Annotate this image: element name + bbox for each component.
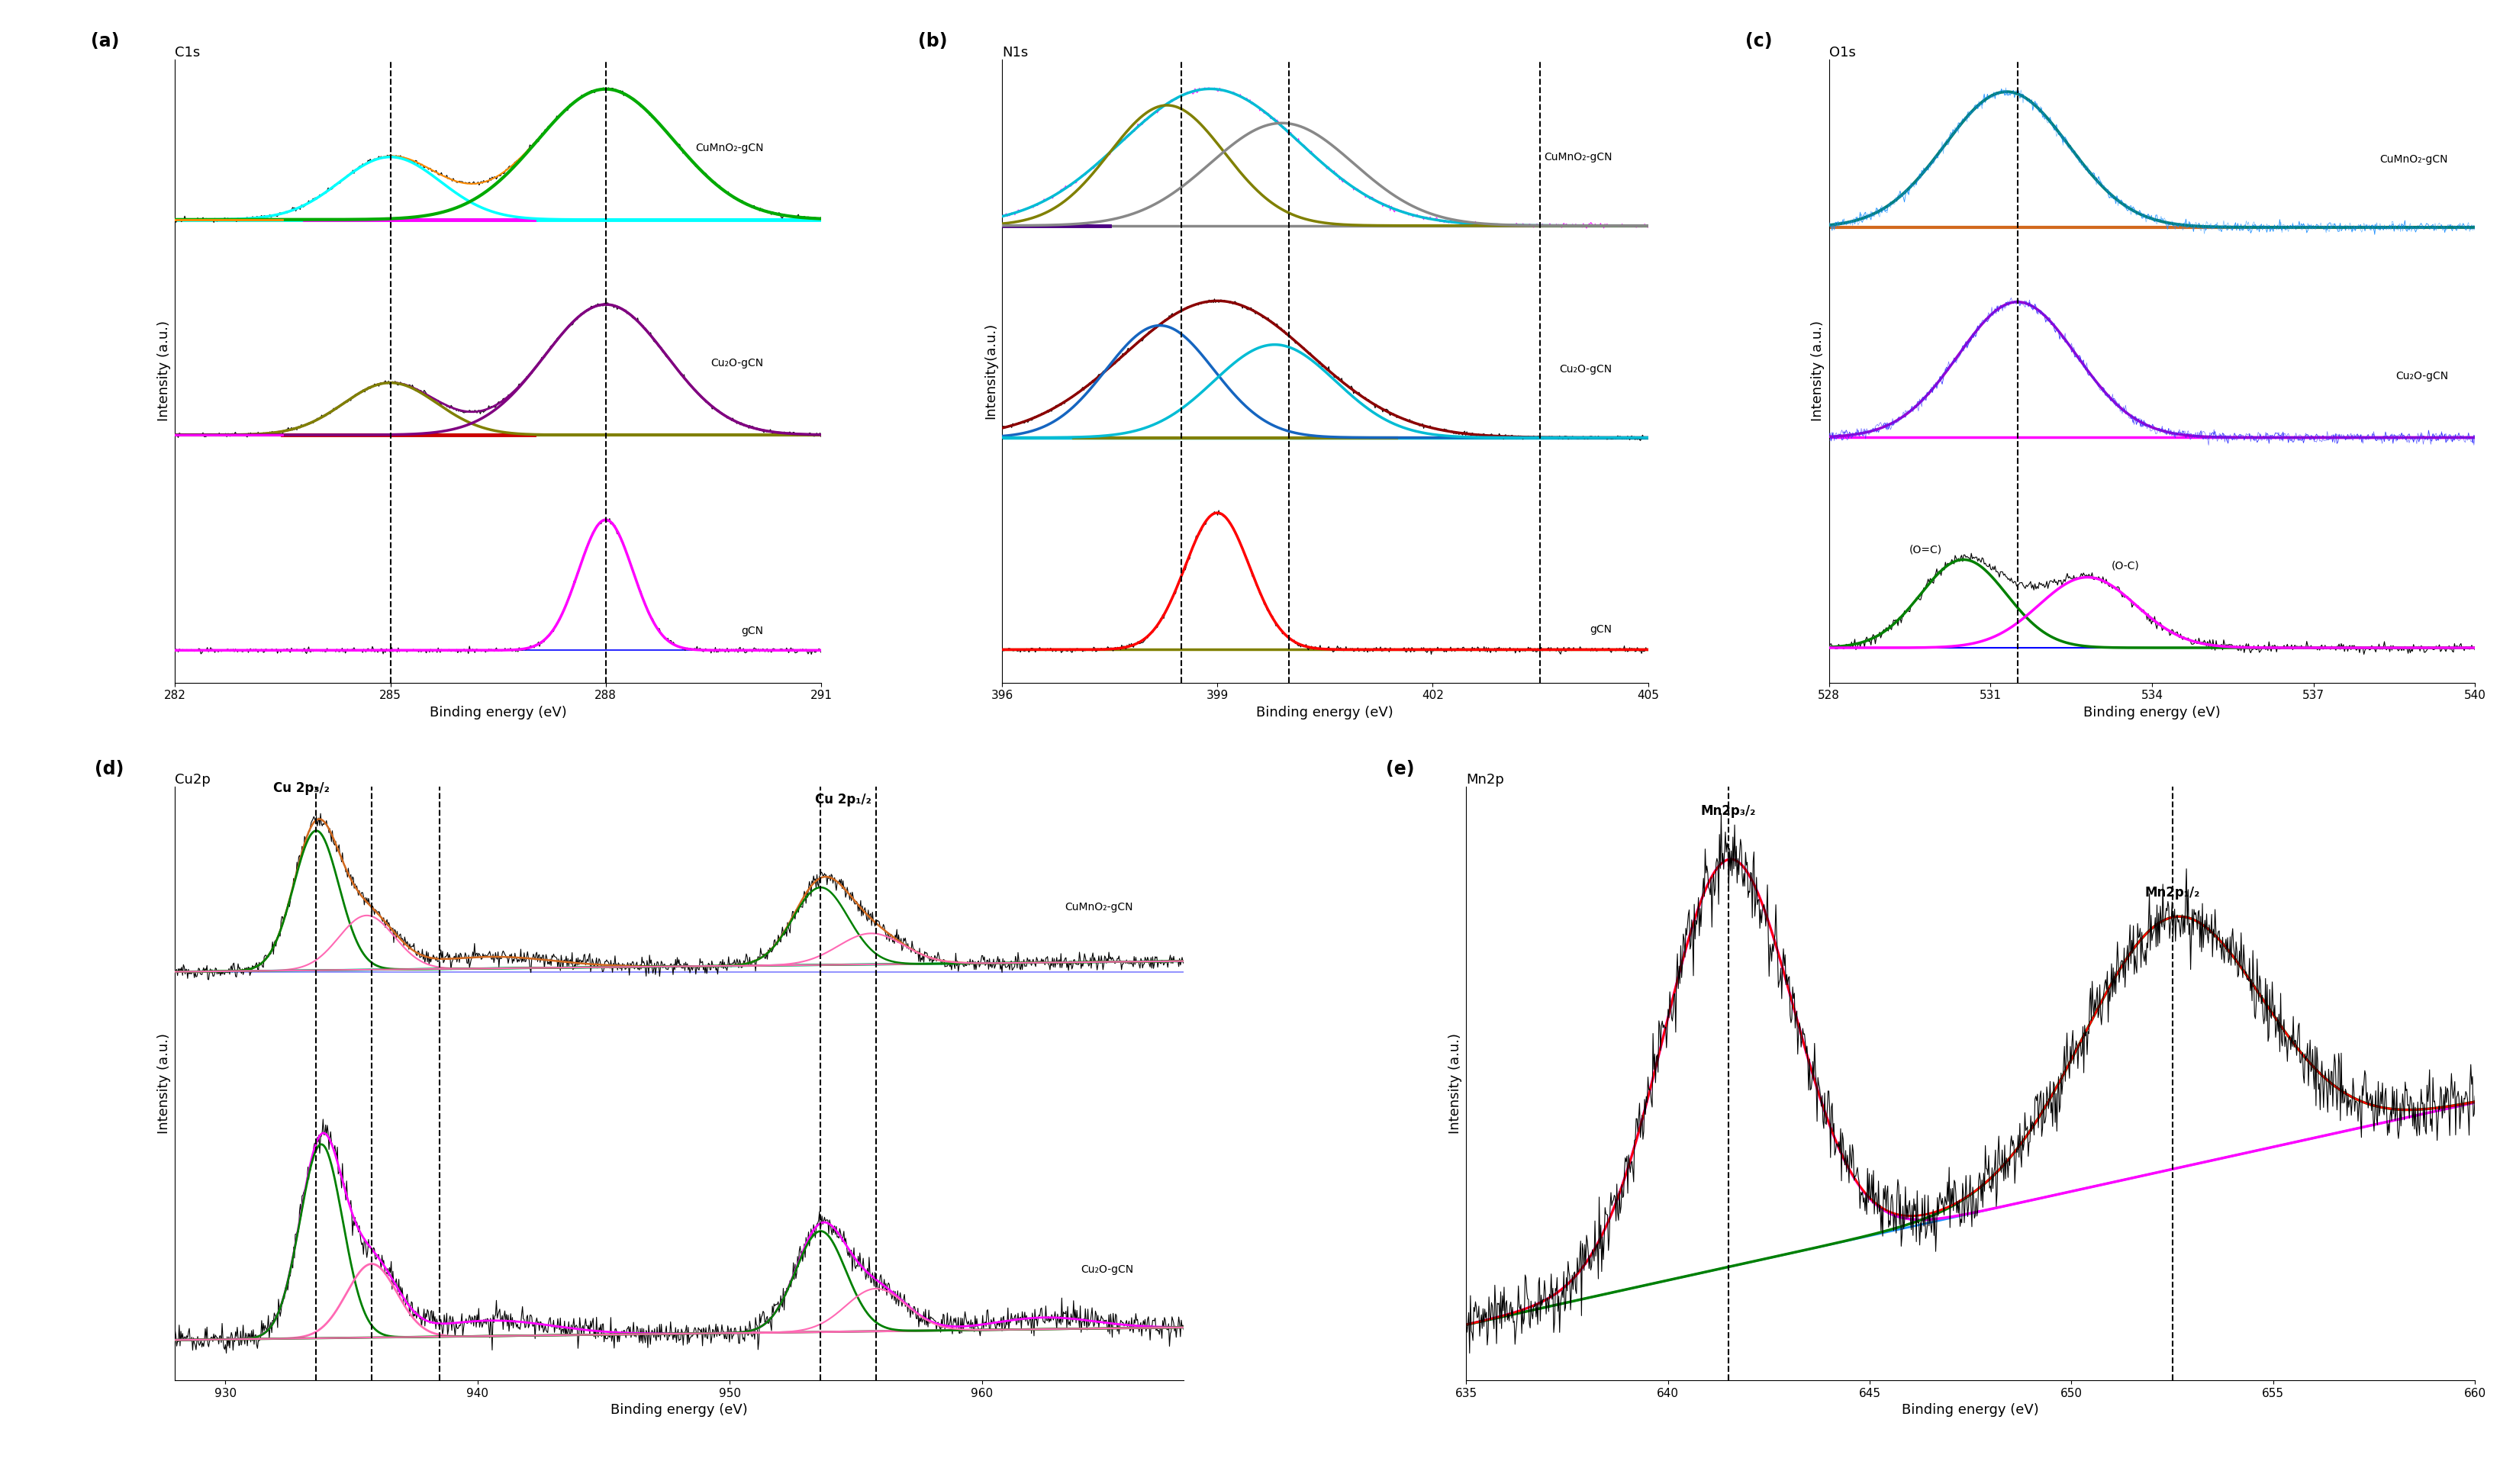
Text: Cu₂O-gCN: Cu₂O-gCN bbox=[2395, 371, 2448, 381]
Text: (d): (d) bbox=[95, 760, 122, 779]
Text: Cu 2p₃/₂: Cu 2p₃/₂ bbox=[272, 782, 330, 795]
X-axis label: Binding energy (eV): Binding energy (eV) bbox=[430, 706, 568, 720]
Text: (O-C): (O-C) bbox=[2110, 561, 2140, 571]
Text: Mn2p₃/₂: Mn2p₃/₂ bbox=[1700, 804, 1755, 818]
Y-axis label: Intensity (a.u.): Intensity (a.u.) bbox=[1810, 321, 1825, 421]
X-axis label: Binding energy (eV): Binding energy (eV) bbox=[1902, 1404, 2040, 1417]
Text: C1s: C1s bbox=[175, 46, 200, 59]
Text: Cu₂O-gCN: Cu₂O-gCN bbox=[1080, 1264, 1132, 1275]
Y-axis label: Intensity(a.u.): Intensity(a.u.) bbox=[985, 324, 998, 418]
Text: (e): (e) bbox=[1385, 760, 1415, 779]
Text: O1s: O1s bbox=[1830, 46, 1855, 59]
Text: Cu₂O-gCN: Cu₂O-gCN bbox=[1560, 364, 1612, 374]
Text: CuMnO₂-gCN: CuMnO₂-gCN bbox=[695, 142, 762, 153]
Text: (O=C): (O=C) bbox=[1910, 545, 1942, 555]
Text: Mn2p: Mn2p bbox=[1465, 773, 1505, 787]
Text: N1s: N1s bbox=[1003, 46, 1027, 59]
Text: (c): (c) bbox=[1745, 33, 1772, 50]
Text: CuMnO₂-gCN: CuMnO₂-gCN bbox=[2380, 154, 2448, 165]
Text: gCN: gCN bbox=[742, 625, 762, 637]
Text: (b): (b) bbox=[917, 33, 948, 50]
Text: CuMnO₂-gCN: CuMnO₂-gCN bbox=[1065, 901, 1132, 913]
Text: Cu 2p₁/₂: Cu 2p₁/₂ bbox=[815, 792, 872, 806]
Text: Cu₂O-gCN: Cu₂O-gCN bbox=[710, 358, 762, 368]
Y-axis label: Intensity (a.u.): Intensity (a.u.) bbox=[1447, 1033, 1462, 1134]
Text: gCN: gCN bbox=[1590, 623, 1612, 635]
X-axis label: Binding energy (eV): Binding energy (eV) bbox=[1258, 706, 1392, 720]
Y-axis label: Intensity (a.u.): Intensity (a.u.) bbox=[158, 321, 170, 421]
Text: Mn2p₁/₂: Mn2p₁/₂ bbox=[2145, 886, 2200, 899]
X-axis label: Binding energy (eV): Binding energy (eV) bbox=[610, 1404, 747, 1417]
Y-axis label: Intensity (a.u.): Intensity (a.u.) bbox=[158, 1033, 170, 1134]
Text: Cu2p: Cu2p bbox=[175, 773, 210, 787]
Text: CuMnO₂-gCN: CuMnO₂-gCN bbox=[1545, 151, 1612, 163]
X-axis label: Binding energy (eV): Binding energy (eV) bbox=[2082, 706, 2220, 720]
Text: (a): (a) bbox=[90, 33, 120, 50]
